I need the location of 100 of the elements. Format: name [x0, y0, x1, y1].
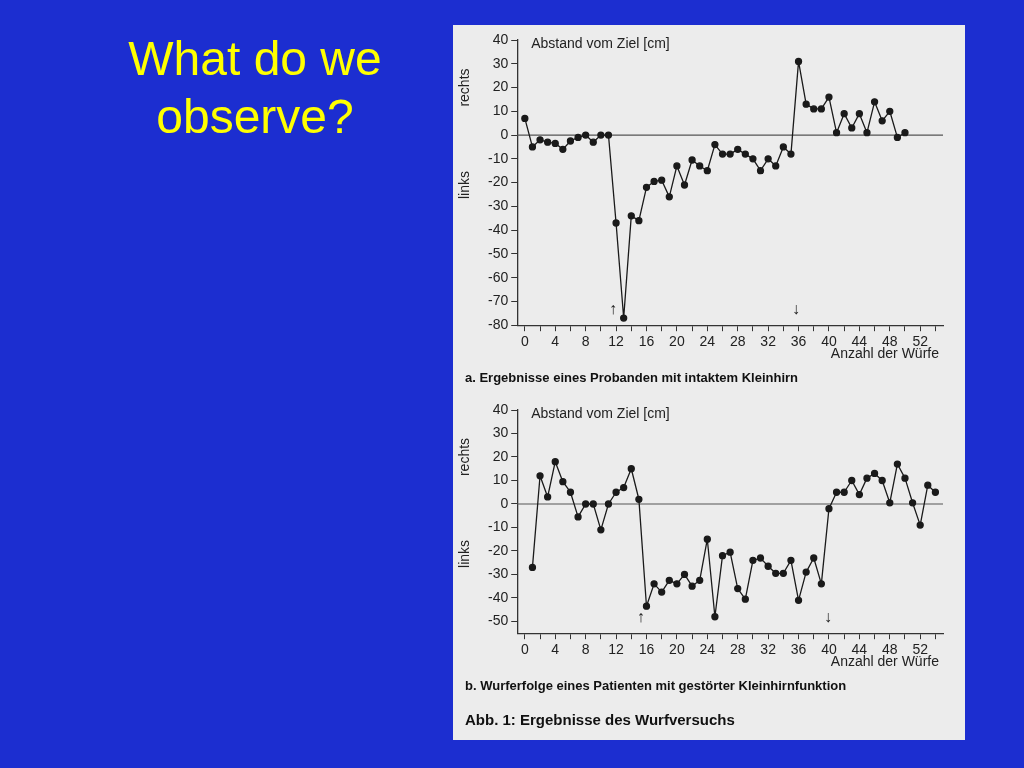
- y-tick-label: -10: [488, 518, 509, 535]
- y-tick-label: -50: [488, 612, 509, 629]
- x-tick-label: 36: [790, 333, 807, 350]
- point: [863, 129, 871, 137]
- y-tick-label: 10: [492, 471, 509, 488]
- x-tick-label: 32: [760, 641, 777, 658]
- point: [863, 474, 871, 482]
- point: [726, 548, 734, 556]
- point: [582, 500, 590, 508]
- x-tick-label: 12: [608, 641, 625, 658]
- y-axis-title: Abstand vom Ziel [cm]: [531, 34, 670, 51]
- y-tick-label: -40: [488, 588, 509, 605]
- point: [886, 107, 894, 115]
- x-tick-label: 24: [699, 641, 716, 658]
- point: [787, 150, 795, 158]
- point: [627, 465, 635, 473]
- point: [741, 150, 749, 158]
- point: [726, 150, 734, 158]
- point: [718, 150, 727, 158]
- point: [536, 136, 544, 144]
- point: [794, 596, 803, 604]
- point: [665, 576, 673, 584]
- point: [696, 576, 704, 584]
- point: [528, 563, 537, 572]
- point: [566, 137, 575, 145]
- x-tick-label: 36: [790, 641, 807, 658]
- x-tick-label: 28: [729, 333, 746, 350]
- point: [832, 129, 841, 137]
- point: [931, 488, 940, 496]
- x-tick-label: 8: [581, 333, 590, 350]
- point: [802, 100, 810, 108]
- point: [620, 314, 628, 322]
- y-tick-label: -70: [488, 292, 509, 309]
- point: [642, 602, 651, 610]
- point: [673, 580, 681, 588]
- point: [589, 500, 597, 508]
- point: [711, 613, 719, 621]
- y-tick-label: 30: [492, 54, 509, 71]
- point: [589, 138, 597, 146]
- x-tick-label: 8: [581, 641, 590, 658]
- y-tick-label: -10: [488, 149, 509, 166]
- point: [787, 556, 795, 565]
- y-axis-title: Abstand vom Ziel [cm]: [531, 404, 670, 421]
- point: [825, 93, 833, 101]
- point: [886, 499, 894, 507]
- text: a. Ergebnisse eines Probanden mit intaktem Kleinhirn: [464, 369, 800, 387]
- point: [794, 57, 803, 66]
- point: [688, 156, 696, 164]
- y-tick-label: -60: [488, 268, 509, 285]
- point: [658, 176, 666, 184]
- point: [635, 216, 643, 225]
- point: [764, 562, 772, 570]
- point: [734, 145, 742, 153]
- point: [817, 105, 825, 113]
- point: [749, 155, 757, 163]
- point: [893, 460, 902, 468]
- point: [908, 499, 917, 507]
- y-tick-label: -40: [488, 220, 509, 237]
- point: [635, 495, 643, 503]
- annotation: ↓: [792, 299, 801, 317]
- point: [650, 177, 658, 186]
- x-tick-label: 16: [638, 333, 655, 350]
- x-tick-label: 4: [551, 641, 560, 658]
- annotation: ↑: [609, 299, 618, 317]
- text: rechts: [456, 437, 473, 477]
- point: [559, 478, 567, 486]
- point: [802, 568, 810, 576]
- caption: Abb. 1: Ergebnisse des Wurfversuchs: [464, 710, 736, 730]
- y-tick-label: -50: [488, 244, 509, 261]
- point: [756, 554, 765, 562]
- point: [642, 183, 651, 191]
- y-tick-label: -20: [488, 173, 509, 190]
- point: [840, 110, 848, 118]
- point: [848, 124, 856, 132]
- point: [574, 513, 582, 521]
- point: [855, 490, 864, 499]
- point: [597, 526, 605, 534]
- point: [703, 535, 711, 543]
- point: [665, 193, 673, 201]
- point: [825, 505, 833, 513]
- point: [688, 582, 696, 590]
- point: [817, 580, 825, 588]
- point: [627, 212, 635, 220]
- point: [878, 117, 886, 125]
- x-axis-title: Anzahl der Würfe: [830, 653, 940, 670]
- text: links: [456, 171, 473, 200]
- y-tick-label: 30: [492, 424, 509, 441]
- x-tick-label: 20: [669, 333, 685, 350]
- y-tick-label: -20: [488, 541, 509, 558]
- x-tick-label: 32: [760, 333, 777, 350]
- y-tick-label: 10: [492, 102, 509, 119]
- point: [551, 458, 559, 466]
- point: [870, 98, 879, 106]
- point: [604, 500, 613, 508]
- x-axis-title: Anzahl der Würfe: [830, 345, 940, 362]
- text: links: [456, 539, 473, 568]
- point: [718, 552, 727, 560]
- annotation: ↓: [824, 607, 833, 625]
- x-tick-label: 20: [669, 641, 685, 658]
- point: [696, 162, 704, 170]
